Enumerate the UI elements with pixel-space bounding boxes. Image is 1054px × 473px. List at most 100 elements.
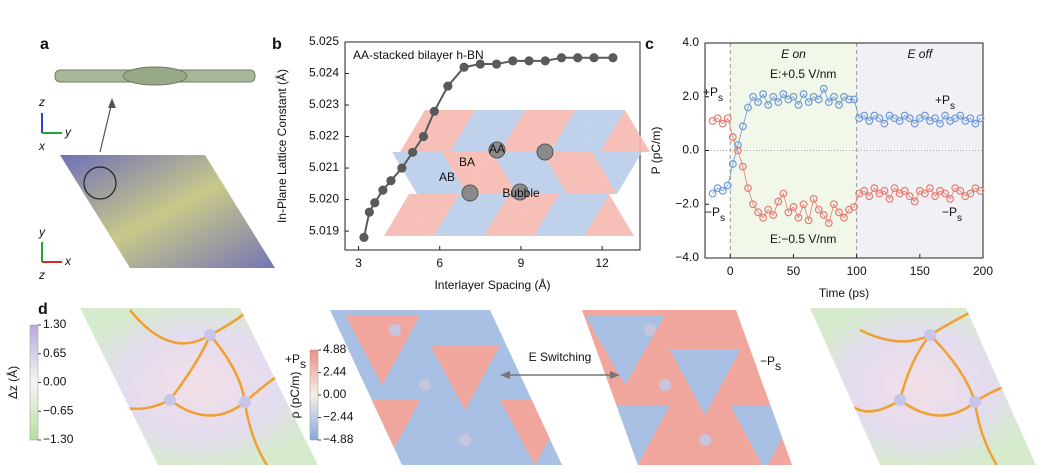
data-point bbox=[905, 114, 914, 123]
data-point bbox=[840, 213, 848, 222]
data-point bbox=[754, 208, 762, 217]
data-point bbox=[397, 163, 407, 173]
y-tick-label: 5.023 bbox=[309, 97, 339, 111]
inset-triangle bbox=[584, 194, 634, 236]
y-tick-label: 5.022 bbox=[309, 129, 339, 143]
data-point bbox=[443, 81, 453, 91]
inset-triangle bbox=[509, 194, 559, 236]
axis-icon-label: z bbox=[38, 268, 45, 282]
data-point bbox=[769, 92, 778, 101]
data-point bbox=[589, 53, 599, 63]
inset-label: AB bbox=[439, 170, 455, 184]
data-point bbox=[708, 189, 717, 198]
polarization-label-main: −P bbox=[760, 354, 775, 368]
annotation-sub: s bbox=[718, 93, 723, 104]
y-tick-label: 0.0 bbox=[682, 143, 699, 157]
y-tick-label: 5.020 bbox=[309, 192, 339, 206]
x-tick-label: 12 bbox=[595, 256, 609, 270]
structure-a bbox=[41, 66, 275, 268]
colorbar-tick-label: 1.30 bbox=[43, 317, 67, 331]
data-point bbox=[491, 59, 502, 69]
data-point bbox=[749, 92, 757, 101]
data-point bbox=[880, 119, 889, 128]
x-tick-label: 0 bbox=[727, 264, 734, 278]
inset-triangle bbox=[550, 110, 600, 152]
data-point bbox=[779, 189, 788, 198]
annotation-main: +P bbox=[935, 93, 950, 107]
inset-site bbox=[488, 141, 506, 159]
inset-triangle bbox=[475, 110, 525, 152]
axis-icon-label: y bbox=[38, 225, 46, 239]
colorbar-tick-label: −1.30 bbox=[43, 432, 74, 446]
data-point bbox=[860, 186, 869, 195]
data-point bbox=[723, 181, 732, 190]
data-point bbox=[573, 53, 583, 63]
data-point bbox=[418, 131, 429, 142]
data-point bbox=[845, 95, 853, 104]
data-point bbox=[865, 192, 874, 201]
inset-diagram bbox=[384, 110, 650, 236]
data-point bbox=[718, 119, 727, 128]
data-point bbox=[835, 100, 843, 109]
data-point bbox=[759, 90, 768, 98]
y-tick-label: 5.025 bbox=[309, 34, 339, 48]
colorbar-tick-label: 0.65 bbox=[43, 346, 67, 360]
inset-triangle bbox=[567, 152, 617, 194]
data-point bbox=[835, 208, 843, 217]
data-point bbox=[540, 56, 550, 66]
data-point bbox=[789, 92, 798, 101]
data-point bbox=[865, 117, 874, 125]
data-point bbox=[850, 203, 859, 211]
data-point bbox=[910, 119, 919, 128]
data-point bbox=[966, 114, 975, 123]
data-point bbox=[829, 92, 838, 101]
data-point bbox=[370, 198, 380, 208]
annotation-sub: s bbox=[950, 101, 955, 112]
data-point bbox=[870, 184, 879, 193]
annotation-main: +P bbox=[703, 85, 718, 99]
region-label: E on bbox=[781, 47, 806, 61]
colorbar-tick-label: −2.44 bbox=[323, 410, 354, 424]
y-tick-label: 2.0 bbox=[682, 89, 699, 103]
inset-triangle bbox=[500, 110, 550, 152]
data-point bbox=[829, 200, 838, 209]
data-point bbox=[824, 98, 833, 107]
inset-triangle bbox=[425, 110, 475, 152]
annotation: +Ps bbox=[935, 93, 955, 111]
data-point bbox=[744, 103, 752, 112]
switching-label: E Switching bbox=[529, 350, 592, 364]
data-point bbox=[875, 114, 884, 123]
annotation: +Ps bbox=[703, 85, 723, 103]
data-point bbox=[774, 197, 783, 206]
annotation: −Ps bbox=[705, 205, 725, 223]
y-tick-label: 5.019 bbox=[309, 223, 339, 237]
inset-label: Bubble bbox=[502, 186, 540, 200]
data-point bbox=[910, 197, 919, 206]
data-point bbox=[885, 194, 894, 203]
inset-triangle bbox=[575, 110, 625, 152]
x-tick-label: 3 bbox=[355, 256, 362, 270]
inset-triangle bbox=[467, 152, 517, 194]
data-point bbox=[475, 59, 485, 69]
shaded-region bbox=[730, 43, 857, 258]
annotation-sub: s bbox=[720, 213, 725, 224]
panel-label: b bbox=[272, 36, 282, 53]
y-tick-label: −2.0 bbox=[675, 196, 699, 210]
data-point bbox=[971, 119, 980, 128]
data-point bbox=[728, 133, 737, 141]
data-point bbox=[733, 141, 742, 150]
x-tick-label: 9 bbox=[518, 256, 525, 270]
data-point bbox=[814, 95, 823, 104]
data-point bbox=[799, 90, 808, 98]
annotation-main: −P bbox=[705, 205, 720, 219]
data-point bbox=[956, 186, 965, 195]
inset-triangle bbox=[417, 152, 467, 194]
shaded-region bbox=[856, 43, 983, 258]
colorbar-tick-label: 4.88 bbox=[323, 342, 347, 356]
inset-triangle bbox=[542, 152, 592, 194]
axis-icon-label: x bbox=[64, 254, 72, 268]
polarization-label: −Ps bbox=[760, 354, 781, 373]
inset-triangle bbox=[442, 152, 492, 194]
data-point bbox=[508, 56, 518, 66]
